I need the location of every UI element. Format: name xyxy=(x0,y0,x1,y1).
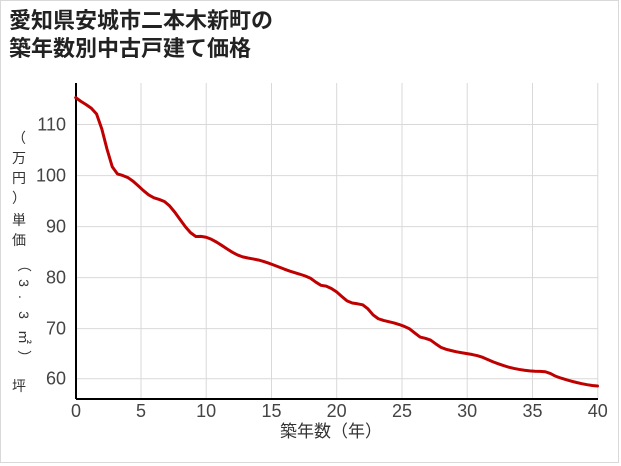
svg-text:（: （ xyxy=(16,258,32,272)
svg-text:）: ） xyxy=(12,190,26,206)
svg-text:25: 25 xyxy=(392,401,412,421)
svg-text:㎡: ㎡ xyxy=(16,330,32,344)
svg-text:35: 35 xyxy=(522,401,542,421)
svg-text:110: 110 xyxy=(37,115,66,135)
svg-text:3: 3 xyxy=(16,279,32,287)
svg-text:0: 0 xyxy=(71,401,81,421)
svg-text:価: 価 xyxy=(12,232,26,248)
svg-text:10: 10 xyxy=(196,401,216,421)
svg-text:60: 60 xyxy=(46,369,66,389)
svg-text:40: 40 xyxy=(588,401,608,421)
svg-text:5: 5 xyxy=(136,401,146,421)
svg-text:円: 円 xyxy=(12,170,26,186)
svg-text:単: 単 xyxy=(12,212,26,228)
svg-text:15: 15 xyxy=(261,401,281,421)
svg-text:坪: 坪 xyxy=(12,378,26,394)
svg-text:20: 20 xyxy=(327,401,347,421)
svg-text:築年数（年）: 築年数（年） xyxy=(280,422,382,441)
svg-text:90: 90 xyxy=(46,217,66,237)
svg-text:万: 万 xyxy=(12,150,26,166)
svg-text:3: 3 xyxy=(16,311,32,319)
svg-text:）: ） xyxy=(16,350,32,364)
svg-text:.: . xyxy=(16,295,32,299)
svg-text:70: 70 xyxy=(46,319,66,339)
svg-text:80: 80 xyxy=(46,268,66,288)
svg-text:100: 100 xyxy=(36,166,66,186)
svg-text:（: （ xyxy=(12,130,26,146)
svg-text:30: 30 xyxy=(457,401,477,421)
